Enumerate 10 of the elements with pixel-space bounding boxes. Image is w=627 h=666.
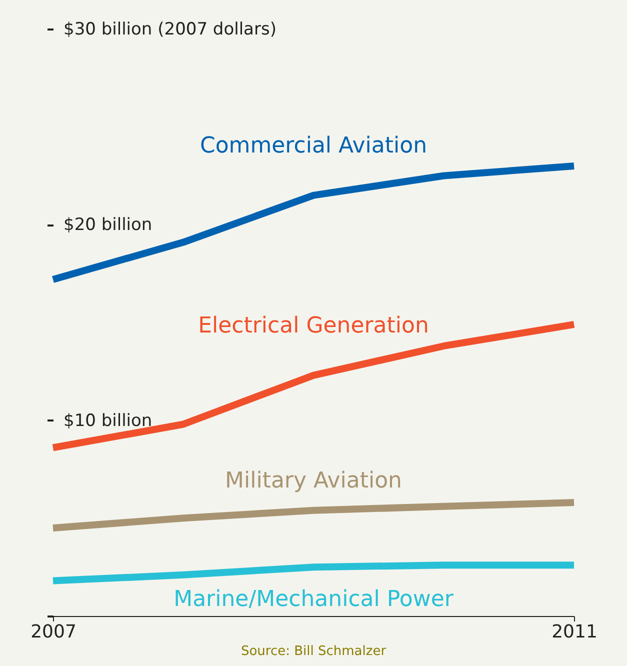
series-label: Commercial Aviation <box>200 133 428 158</box>
series-label: Electrical Generation <box>198 313 429 338</box>
source-note: Source: Bill Schmalzer <box>240 644 387 659</box>
x-tick-label: 2007 <box>30 622 76 642</box>
series-label: Marine/Mechanical Power <box>174 587 454 612</box>
x-tick-label: 2011 <box>552 622 598 642</box>
series-label: Military Aviation <box>225 468 402 494</box>
y-tick-label: $20 billion <box>64 215 152 236</box>
y-tick-label: $10 billion <box>64 410 152 431</box>
y-tick-label: $30 billion (2007 dollars) <box>64 20 276 40</box>
